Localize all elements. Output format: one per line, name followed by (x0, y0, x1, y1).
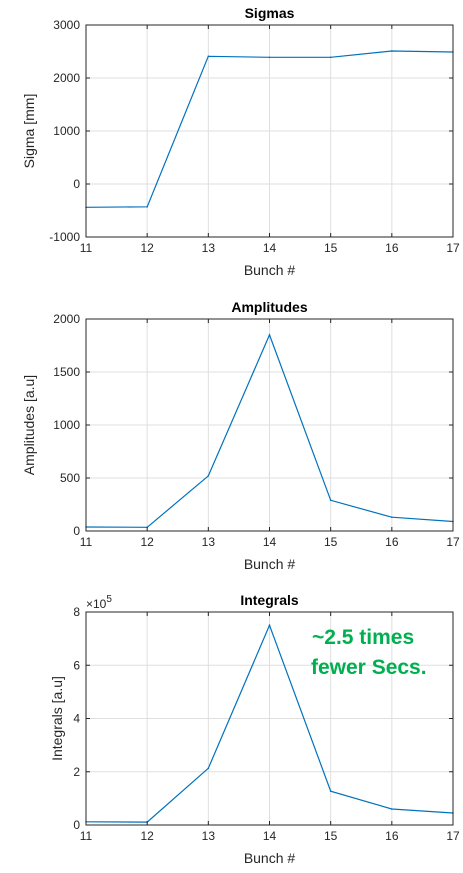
x-tick-label: 16 (385, 829, 399, 843)
x-tick-label: 13 (202, 535, 216, 549)
x-tick-label: 16 (385, 241, 399, 255)
y-tick-label: 4 (73, 712, 80, 726)
data-point (207, 55, 210, 58)
x-tick-label: 12 (140, 829, 154, 843)
integrals-chart: 11 12 13 14 15 16 17 0 2 4 6 8 Integrals Bunch # Integ… (49, 592, 460, 866)
data-point (268, 56, 271, 59)
data-point (391, 50, 393, 52)
y-axis-label: Sigma [mm] (21, 94, 37, 169)
x-tick-label: 13 (202, 829, 216, 843)
x-axis-label: Bunch # (244, 556, 296, 572)
y-tick-label: 0 (73, 177, 80, 191)
x-tick-label: 17 (446, 829, 460, 843)
y-tick-label: 3000 (53, 18, 80, 32)
x-tick-label: 11 (80, 829, 93, 843)
x-tick-label: 16 (385, 535, 399, 549)
x-tick-label: 15 (324, 241, 338, 255)
y-tick-label: 6 (73, 658, 80, 672)
y-tick-label: 2000 (53, 71, 80, 85)
data-point (329, 499, 332, 502)
y-tick-label: -1000 (49, 230, 80, 244)
data-point (329, 56, 332, 59)
y-tick-label: 500 (60, 471, 80, 485)
data-point (146, 205, 148, 208)
x-tick-label: 15 (324, 535, 338, 549)
x-tick-label: 14 (263, 829, 277, 843)
x-tick-label: 14 (263, 535, 277, 549)
x-tick-label: 12 (140, 535, 154, 549)
data-point (207, 475, 210, 477)
x-tick-label: 14 (263, 241, 277, 255)
x-tick-label: 11 (80, 241, 93, 255)
y-tick-label: 0 (73, 524, 80, 538)
y-tick-label: 1000 (53, 418, 80, 432)
data-point (329, 790, 332, 792)
annotation-text: fewer Secs. (311, 656, 427, 679)
data-point (207, 767, 210, 770)
sigmas-chart: 11 12 13 14 15 16 17 -1000 0 1000 2000 3000 Sigmas Bu… (21, 5, 460, 278)
x-tick-label: 11 (80, 535, 93, 549)
sigmas-title: Sigmas (245, 5, 295, 21)
y-exponent-power: 5 (106, 594, 112, 605)
y-tick-label: 1500 (53, 365, 80, 379)
data-point (391, 808, 393, 810)
x-tick-label: 13 (202, 241, 216, 255)
x-tick-label: 17 (446, 241, 460, 255)
y-tick-label: 8 (73, 605, 80, 619)
x-axis-label: Bunch # (244, 850, 296, 866)
data-point (268, 334, 271, 336)
y-tick-label: 0 (73, 818, 80, 832)
integrals-title: Integrals (240, 592, 299, 608)
annotation-text: ~2.5 times (312, 626, 414, 649)
amplitudes-chart: 11 12 13 14 15 16 17 0 500 1000 1500 2000 Amplitudes… (21, 299, 460, 572)
x-tick-label: 12 (140, 241, 154, 255)
amplitudes-title: Amplitudes (231, 299, 307, 315)
y-axis-label: Integrals [a.u] (49, 676, 65, 761)
y-tick-label: 1000 (53, 124, 80, 138)
x-tick-label: 17 (446, 535, 460, 549)
x-axis-label: Bunch # (244, 262, 296, 278)
x-tick-label: 15 (324, 829, 338, 843)
y-exponent-label: ×105 (86, 594, 112, 611)
y-tick-label: 2 (73, 765, 80, 779)
y-tick-label: 2000 (53, 312, 80, 326)
data-point (391, 516, 393, 519)
y-axis-label: Amplitudes [a.u] (21, 375, 37, 475)
data-point (268, 624, 271, 627)
